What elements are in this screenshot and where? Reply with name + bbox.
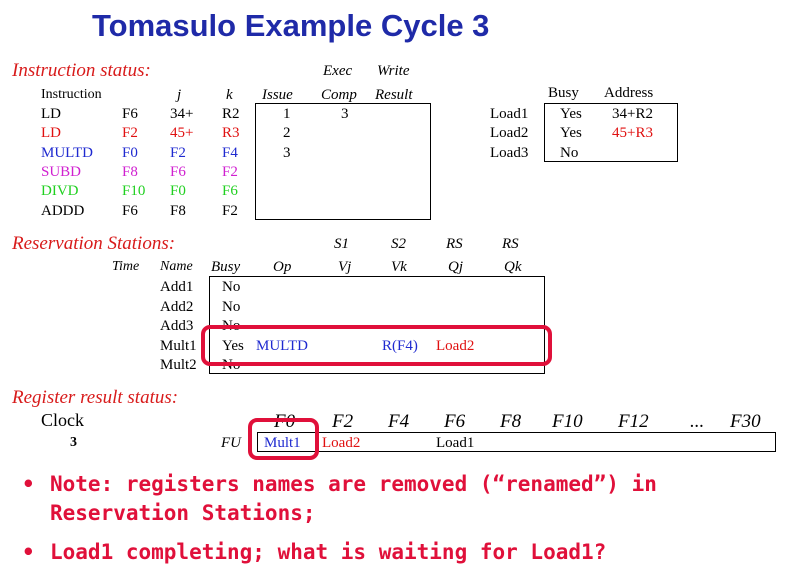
instr-dest: F10 [122, 183, 146, 200]
clock-value: 3 [70, 435, 77, 450]
rs-header-vj: Vj [338, 259, 352, 275]
register-header: ... [690, 411, 705, 432]
instr-op: SUBD [41, 163, 82, 180]
register-header: F12 [618, 411, 649, 432]
instr-j: 34+ [170, 106, 194, 122]
mult1-highlight [201, 325, 552, 366]
col-header-result: Result [375, 87, 413, 103]
register-header: F4 [388, 411, 410, 432]
instr-k: F4 [222, 144, 238, 161]
register-fu-box [257, 432, 776, 452]
load-name: Load2 [490, 125, 529, 142]
instr-dest: F2 [122, 125, 138, 142]
rs-name: Add3 [160, 318, 194, 334]
load-busy: Yes [560, 106, 582, 122]
instr-op: LD [41, 125, 61, 142]
load-header-busy: Busy [548, 85, 579, 101]
instr-issue: 3 [283, 144, 291, 161]
instr-op: ADDD [41, 202, 85, 219]
instr-dest: F8 [122, 163, 138, 180]
instr-j: F2 [170, 144, 186, 161]
instruction-status-box [255, 103, 431, 220]
rs-busy: No [222, 298, 241, 315]
instr-j: F6 [170, 163, 186, 180]
register-fu-value: Load1 [436, 435, 475, 451]
instr-k: R2 [222, 106, 240, 122]
register-header: F6 [444, 411, 466, 432]
rs-busy: No [222, 279, 241, 295]
register-header: F8 [500, 411, 522, 432]
rs-name: Mult2 [160, 357, 197, 373]
col-header-write: Write [377, 63, 410, 79]
clock-label: Clock [41, 410, 84, 430]
reservation-stations-label: Reservation Stations: [12, 233, 176, 254]
load-busy: No [560, 144, 579, 161]
note-line: Note: registers names are removed (“rena… [50, 472, 657, 496]
col-header-comp: Comp [321, 87, 357, 103]
rs-header-op: Op [273, 259, 292, 275]
load-buffers-box [544, 103, 678, 162]
rs-header-qj: Qj [448, 259, 463, 275]
register-status-label: Register result status: [12, 387, 179, 408]
rs-name: Add2 [160, 298, 194, 315]
instr-exec: 3 [341, 106, 349, 122]
load-name: Load1 [490, 106, 529, 122]
col-header-issue: Issue [262, 87, 293, 103]
register-header: F2 [332, 411, 354, 432]
instr-dest: F6 [122, 202, 138, 219]
instr-op: LD [41, 106, 61, 122]
load-busy: Yes [560, 125, 582, 142]
rs-header-rs1: RS [446, 236, 463, 252]
instr-dest: F6 [122, 106, 138, 122]
instr-j: F8 [170, 202, 186, 219]
col-header-j: j [177, 87, 182, 103]
rs-qj: Load2 [436, 337, 475, 354]
rs-header-s1: S1 [334, 236, 349, 252]
rs-header-rs2: RS [502, 236, 519, 252]
rs-header-name: Name [160, 259, 193, 274]
register-fu-value: Mult1 [264, 435, 301, 451]
page-title: Tomasulo Example Cycle 3 [92, 8, 490, 43]
rs-op: MULTD [256, 337, 308, 354]
rs-header-busy: Busy [211, 259, 241, 275]
instr-j: 45+ [170, 125, 194, 142]
col-header-exec: Exec [323, 63, 353, 79]
instr-issue: 1 [283, 106, 291, 122]
col-header-k: k [226, 87, 233, 103]
instr-j: F0 [170, 183, 186, 200]
instr-k: F2 [222, 202, 238, 219]
instr-dest: F0 [122, 144, 138, 161]
instruction-status-label: Instruction status: [12, 60, 151, 81]
instr-k: F2 [222, 163, 238, 180]
bullet-icon: • [22, 540, 35, 564]
register-header: F30 [730, 411, 761, 432]
instr-k: R3 [222, 125, 240, 142]
rs-name: Add1 [160, 279, 194, 295]
load-address: 34+R2 [612, 106, 653, 122]
rs-busy: Yes [222, 337, 244, 354]
register-header: F10 [552, 411, 583, 432]
f0-highlight [248, 418, 319, 460]
rs-header-vk: Vk [391, 259, 407, 275]
rs-vk: R(F4) [382, 337, 418, 354]
instr-k: F6 [222, 183, 238, 200]
load-name: Load3 [490, 144, 529, 161]
register-fu-value: Load2 [322, 435, 361, 451]
col-header-instruction: Instruction [41, 87, 102, 102]
note-line: Reservation Stations; [50, 501, 316, 525]
rs-name: Mult1 [160, 337, 197, 354]
rs-header-s2: S2 [391, 236, 406, 252]
fu-label: FU [221, 435, 241, 451]
instr-op: DIVD [41, 183, 79, 200]
bullet-icon: • [22, 472, 35, 496]
instr-op: MULTD [41, 144, 93, 161]
load-address: 45+R3 [612, 125, 653, 142]
load-header-address: Address [604, 85, 654, 101]
instr-issue: 2 [283, 125, 291, 142]
rs-header-qk: Qk [504, 259, 522, 275]
note-line: Load1 completing; what is waiting for Lo… [50, 540, 607, 564]
rs-header-time: Time [112, 259, 140, 274]
